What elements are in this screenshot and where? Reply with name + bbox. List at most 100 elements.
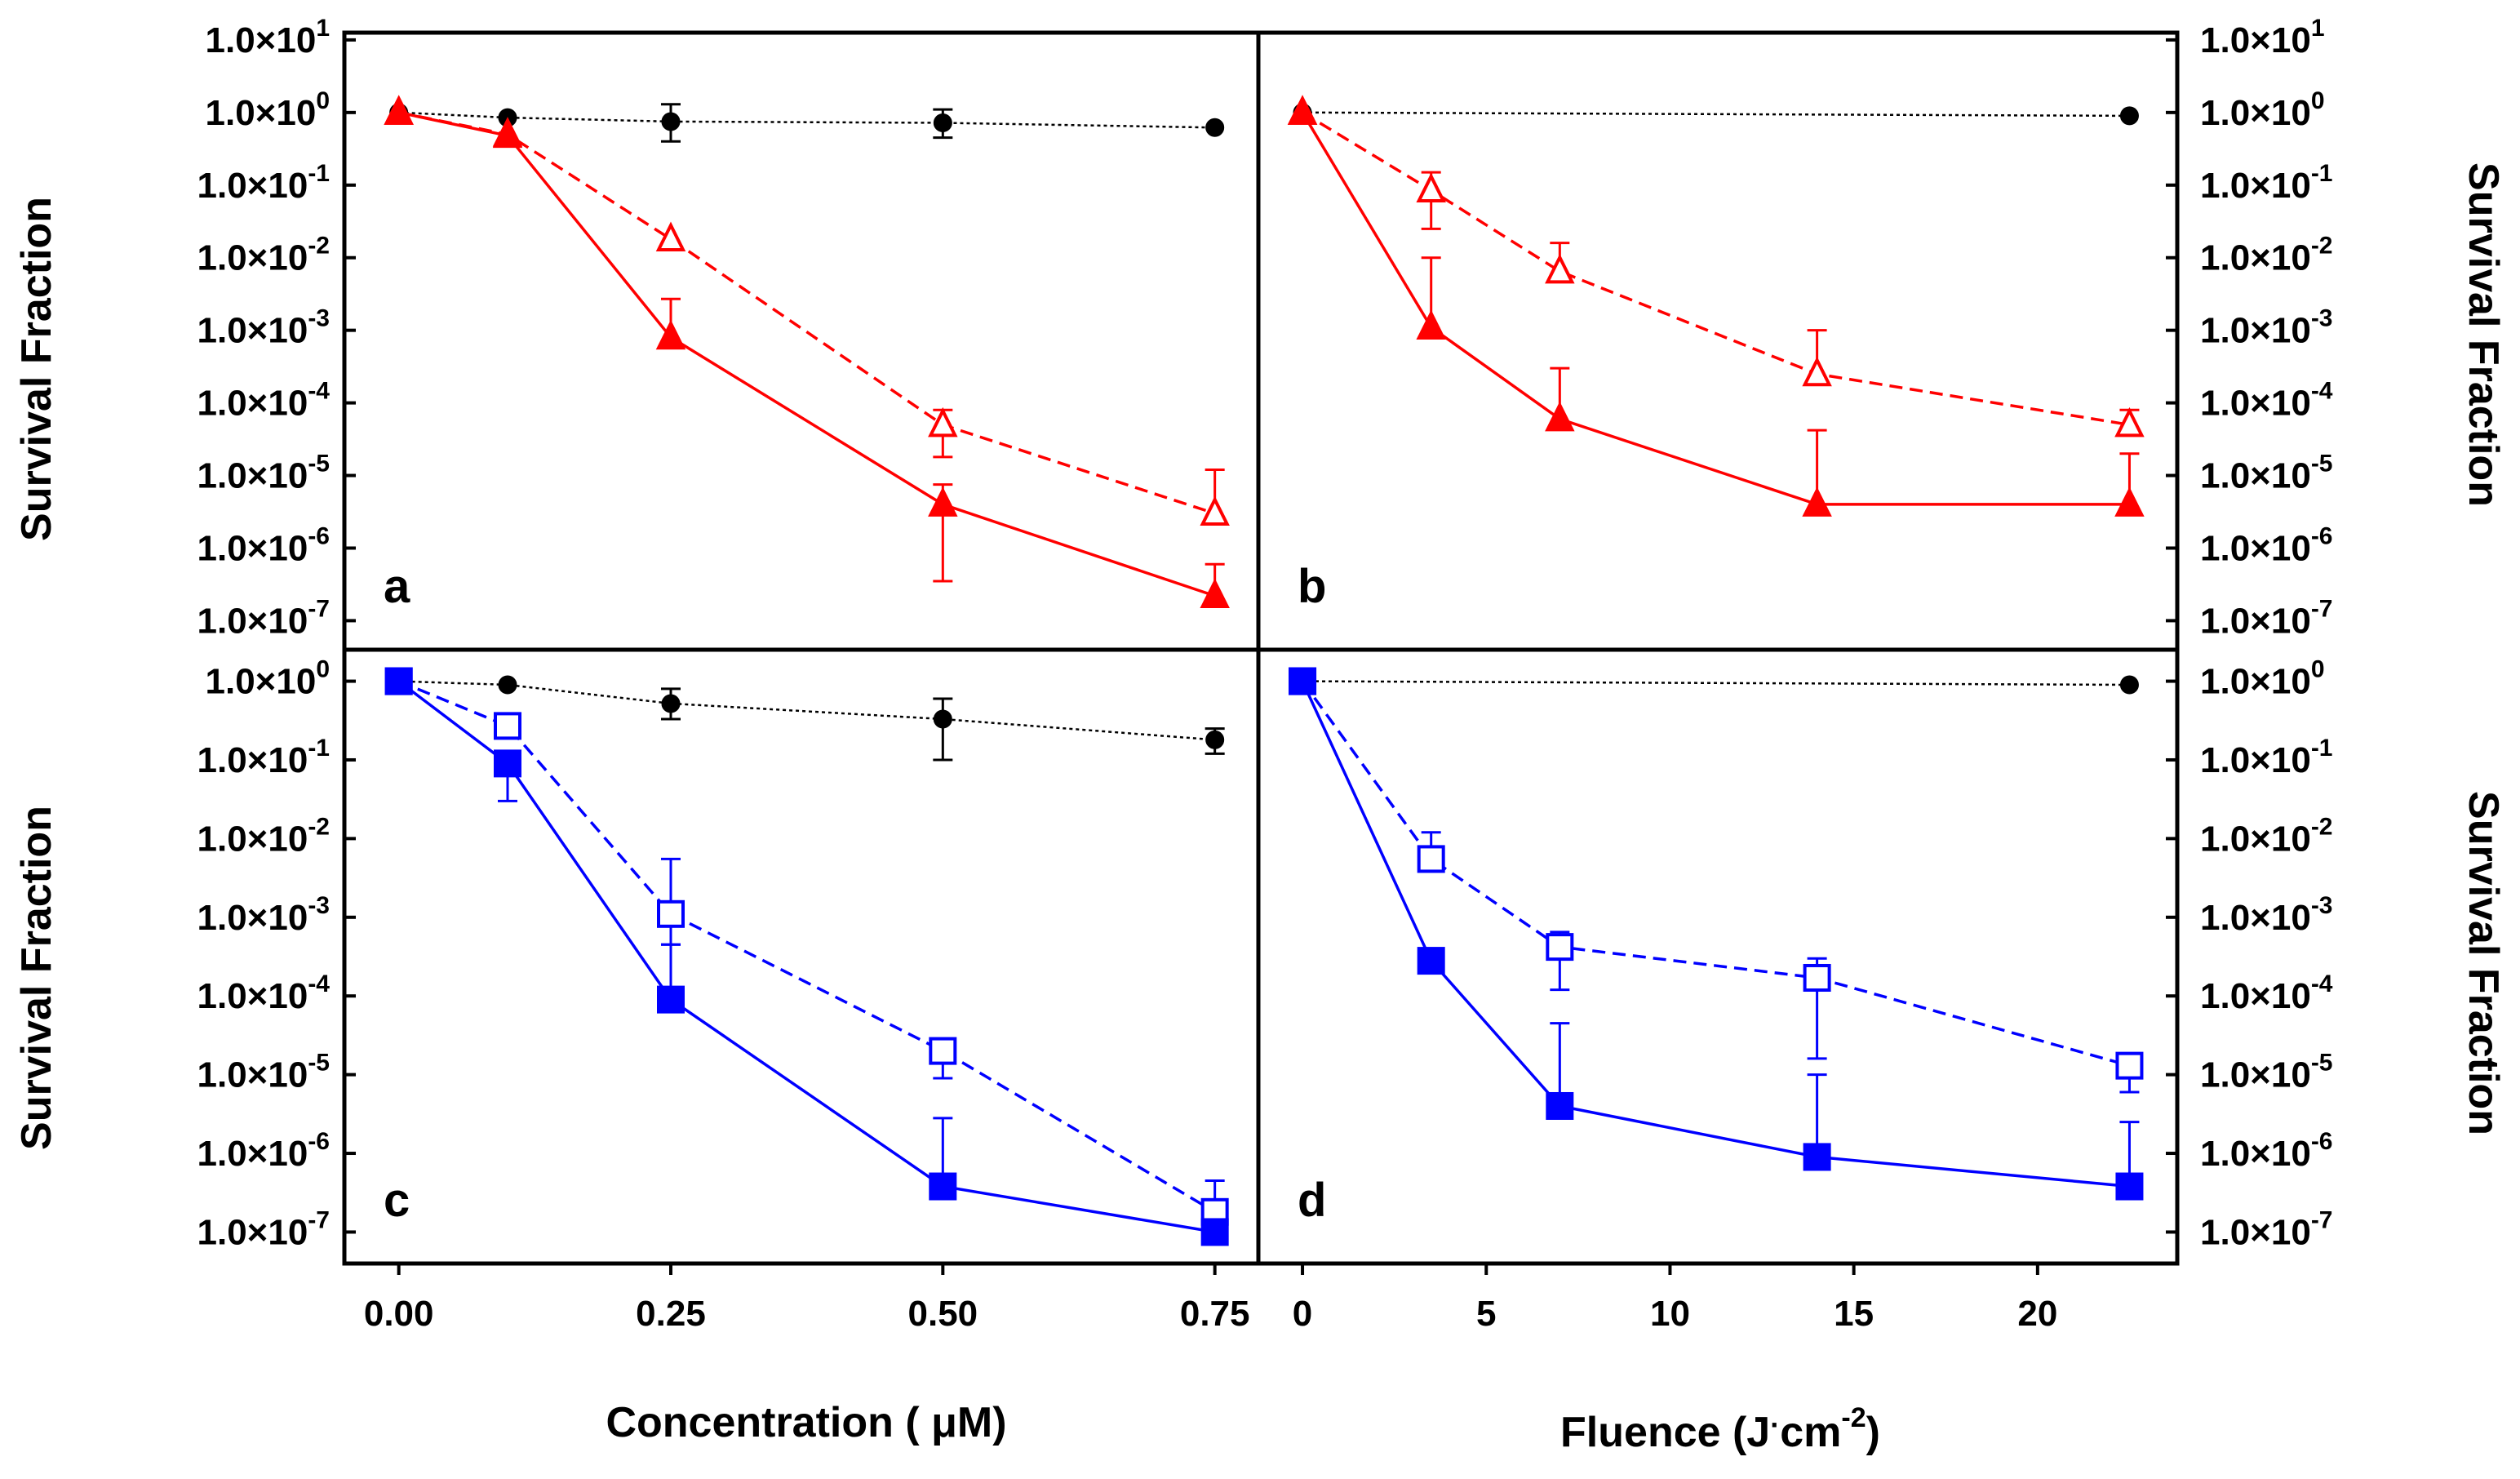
y-tick-mantissa: 1.0×10 xyxy=(2200,740,2311,780)
y-tick-mantissa: 1.0×10 xyxy=(2200,1134,2311,1174)
data-point-triangle xyxy=(1287,95,1318,125)
x-tick-label: 20 xyxy=(2017,1294,2057,1334)
y-tick-label: 1.0×10-5 xyxy=(197,451,331,496)
series-line-control xyxy=(398,111,1215,129)
y-tick-exponent: -7 xyxy=(308,1206,330,1233)
data-point-square xyxy=(1546,933,1574,962)
y-tick-exponent: -1 xyxy=(2311,160,2333,187)
data-point-square xyxy=(2115,1172,2144,1201)
data-point-triangle xyxy=(655,319,686,350)
y-tick-mantissa: 1.0×10 xyxy=(206,20,317,60)
x-tick-label: 0.00 xyxy=(364,1294,434,1334)
y-tick-mantissa: 1.0×10 xyxy=(197,976,308,1016)
data-point-circle xyxy=(933,113,952,133)
y-tick-exponent: -3 xyxy=(2311,305,2333,332)
y-tick-exponent: -5 xyxy=(2311,451,2333,477)
y-tick-exponent: -7 xyxy=(2311,595,2333,622)
data-point-square xyxy=(1803,1143,1831,1171)
y-tick-label: 1.0×10-6 xyxy=(2200,1128,2333,1174)
data-point-triangle xyxy=(1200,495,1230,526)
y-tick-mantissa: 1.0×10 xyxy=(197,456,308,496)
y-tick-exponent: -7 xyxy=(2311,1206,2333,1233)
y-tick-mantissa: 1.0×10 xyxy=(197,528,308,568)
panel-a: 1.0×1011.0×1001.0×10-11.0×10-21.0×10-31.… xyxy=(197,15,1230,641)
data-point-square xyxy=(2115,1051,2144,1080)
y-tick-label: 1.0×10-7 xyxy=(197,1206,331,1252)
y-tick-exponent: -4 xyxy=(2311,970,2333,997)
y-tick-mantissa: 1.0×10 xyxy=(2200,601,2311,641)
y-tick-mantissa: 1.0×10 xyxy=(2200,976,2311,1016)
x-tick-label: 10 xyxy=(1650,1294,1690,1334)
data-point-triangle xyxy=(655,221,686,252)
data-point-circle xyxy=(2119,675,2139,695)
y-tick-exponent: -2 xyxy=(308,233,330,260)
y-tick-label: 1.0×100 xyxy=(2200,87,2325,133)
y-tick-exponent: -4 xyxy=(2311,378,2333,405)
y-tick-mantissa: 1.0×10 xyxy=(197,601,308,641)
y-tick-mantissa: 1.0×10 xyxy=(2200,20,2311,60)
y-tick-mantissa: 1.0×10 xyxy=(197,311,308,351)
y-tick-mantissa: 1.0×10 xyxy=(197,740,308,780)
x-tick-label: 0.75 xyxy=(1180,1294,1250,1334)
y-tick-exponent: -1 xyxy=(308,735,330,762)
y-axis-label-bottom-right: Survival Fraction xyxy=(2460,791,2507,1135)
data-point-triangle xyxy=(2114,486,2145,517)
y-tick-mantissa: 1.0×10 xyxy=(2200,819,2311,859)
data-point-triangle xyxy=(928,486,958,517)
data-point-circle xyxy=(2119,106,2139,126)
fluence-label-main: Fluence (J xyxy=(1560,1409,1770,1456)
y-tick-mantissa: 1.0×10 xyxy=(2200,238,2311,278)
y-tick-mantissa: 1.0×10 xyxy=(206,662,317,702)
series-line-control xyxy=(1302,111,2130,118)
y-tick-label: 1.0×100 xyxy=(206,87,331,133)
y-tick-exponent: -5 xyxy=(308,451,330,477)
panel-c: 1.0×1001.0×10-11.0×10-21.0×10-31.0×10-41… xyxy=(197,656,1250,1334)
y-tick-exponent: 1 xyxy=(2311,15,2325,42)
x-tick-label: 15 xyxy=(1834,1294,1874,1334)
y-tick-exponent: -6 xyxy=(308,1128,330,1155)
data-point-circle xyxy=(1205,118,1225,137)
x-axis-label-fluence: Fluence (J·cm-2) xyxy=(1560,1402,1880,1456)
series-line-open-triangle xyxy=(1302,111,2130,427)
data-point-square xyxy=(1546,1091,1574,1120)
y-tick-label: 1.0×10-6 xyxy=(197,522,331,568)
y-tick-mantissa: 1.0×10 xyxy=(197,1055,308,1095)
y-tick-label: 1.0×10-3 xyxy=(197,305,331,351)
data-point-square xyxy=(929,1037,957,1065)
y-axis-label-top-left: Survival Fraction xyxy=(13,197,60,541)
y-tick-exponent: 1 xyxy=(316,15,330,42)
y-tick-mantissa: 1.0×10 xyxy=(2200,1212,2311,1252)
data-point-triangle xyxy=(1416,172,1446,203)
y-tick-mantissa: 1.0×10 xyxy=(2200,528,2311,568)
y-tick-label: 1.0×10-5 xyxy=(197,1050,331,1095)
data-point-circle xyxy=(661,694,681,713)
y-tick-mantissa: 1.0×10 xyxy=(2200,166,2311,206)
series-line-open-triangle xyxy=(398,111,1216,515)
x-tick-label: 0 xyxy=(1293,1294,1312,1334)
data-point-triangle xyxy=(1802,356,1832,387)
y-tick-exponent: -6 xyxy=(2311,522,2333,549)
y-tick-label: 1.0×10-7 xyxy=(197,595,331,641)
y-tick-label: 1.0×10-5 xyxy=(2200,1050,2333,1095)
data-point-triangle xyxy=(2114,406,2145,437)
y-tick-mantissa: 1.0×10 xyxy=(2200,93,2311,133)
fluence-label-cm: cm xyxy=(1780,1409,1841,1456)
y-tick-exponent: -7 xyxy=(308,595,330,622)
y-tick-exponent: -2 xyxy=(2311,233,2333,260)
y-tick-mantissa: 1.0×10 xyxy=(197,238,308,278)
x-tick-label: 5 xyxy=(1476,1294,1496,1334)
y-tick-label: 1.0×10-2 xyxy=(2200,233,2333,278)
data-point-triangle xyxy=(1200,578,1230,608)
y-tick-mantissa: 1.0×10 xyxy=(197,166,308,206)
fluence-label-close: ) xyxy=(1866,1409,1880,1456)
y-tick-exponent: 0 xyxy=(316,656,330,683)
panel-label-a: a xyxy=(384,560,410,613)
y-tick-mantissa: 1.0×10 xyxy=(197,819,308,859)
y-tick-mantissa: 1.0×10 xyxy=(197,1212,308,1252)
series-line-filled-square xyxy=(1301,680,2130,1188)
y-tick-mantissa: 1.0×10 xyxy=(2200,662,2311,702)
y-tick-label: 1.0×10-6 xyxy=(2200,522,2333,568)
fluence-label-dot: · xyxy=(1770,1408,1780,1441)
y-tick-label: 1.0×10-4 xyxy=(197,378,331,424)
